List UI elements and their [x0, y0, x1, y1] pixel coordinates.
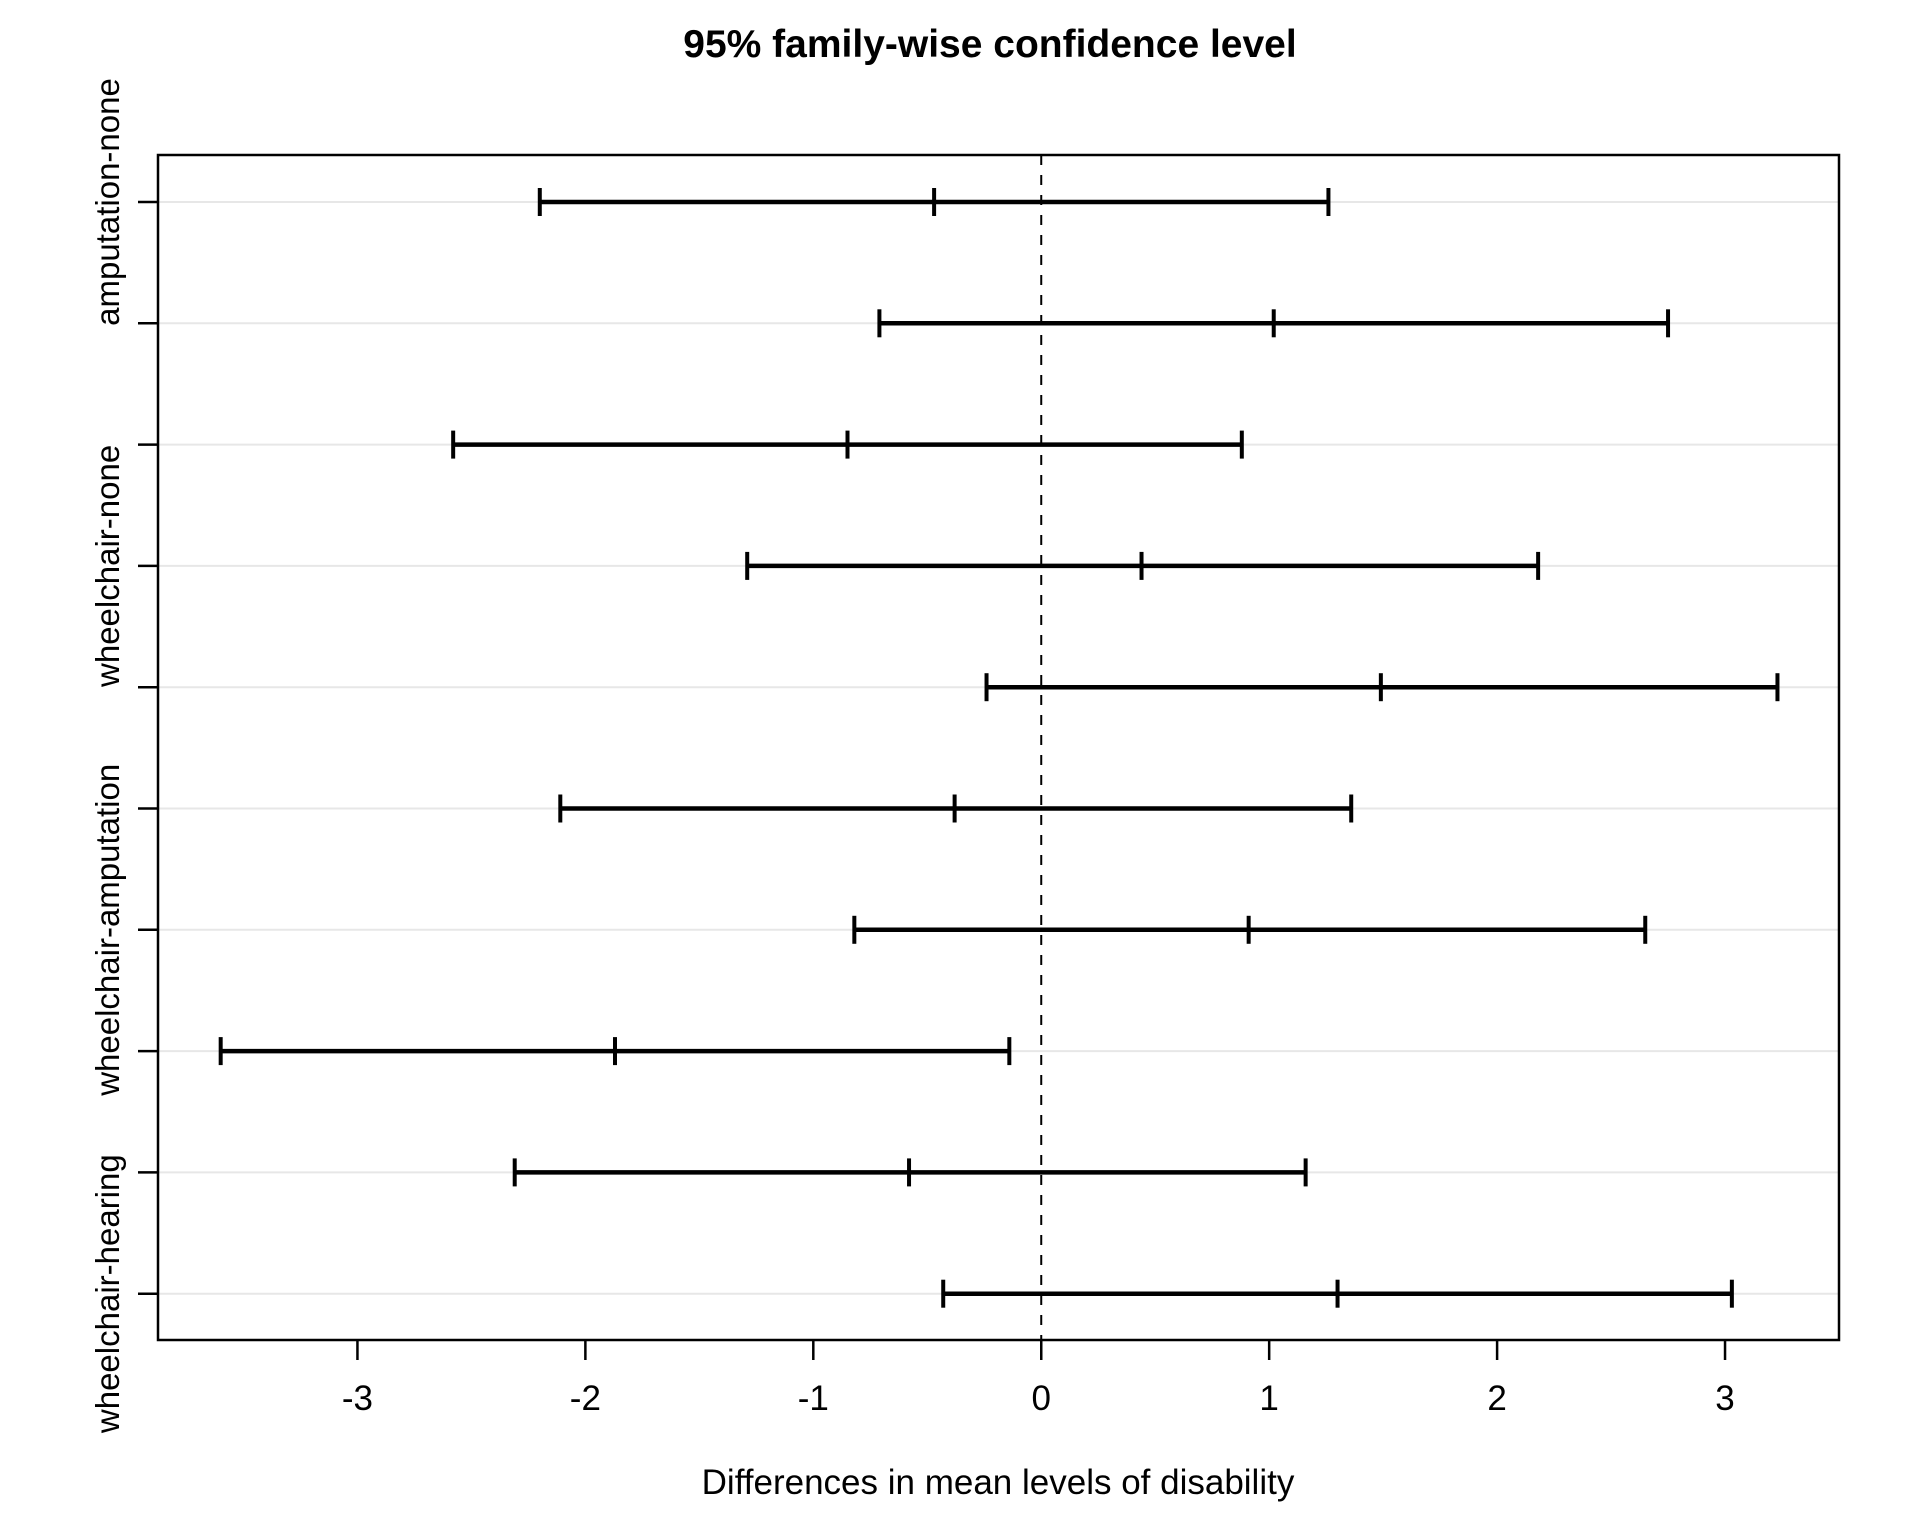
y-axis-label: amputation-none — [89, 78, 126, 326]
y-axis-label: wheelchair-none — [89, 445, 126, 688]
x-axis-tick-label: 1 — [1259, 1379, 1278, 1418]
plot-area: -3 -2 -1 0 1 2 3 amputation-none wheelchair-none… — [89, 78, 1841, 1434]
x-axis-tick-label: 0 — [1032, 1379, 1051, 1418]
x-axis-tick-label: 2 — [1487, 1379, 1506, 1418]
x-axis-tick-label: -2 — [570, 1379, 601, 1418]
plot-box — [156, 153, 1841, 1342]
x-axis-tick-label: 3 — [1715, 1379, 1734, 1418]
x-axis-tick-label: -1 — [798, 1379, 829, 1418]
x-axis-tick-label: -3 — [342, 1379, 373, 1418]
y-axis-label: wheelchair-hearing — [89, 1154, 126, 1434]
y-axis-label: wheelchair-amputation — [89, 764, 126, 1097]
chart-title: 95% family-wise confidence level — [683, 23, 1296, 66]
x-axis-title: Differences in mean levels of disability — [702, 1463, 1295, 1502]
